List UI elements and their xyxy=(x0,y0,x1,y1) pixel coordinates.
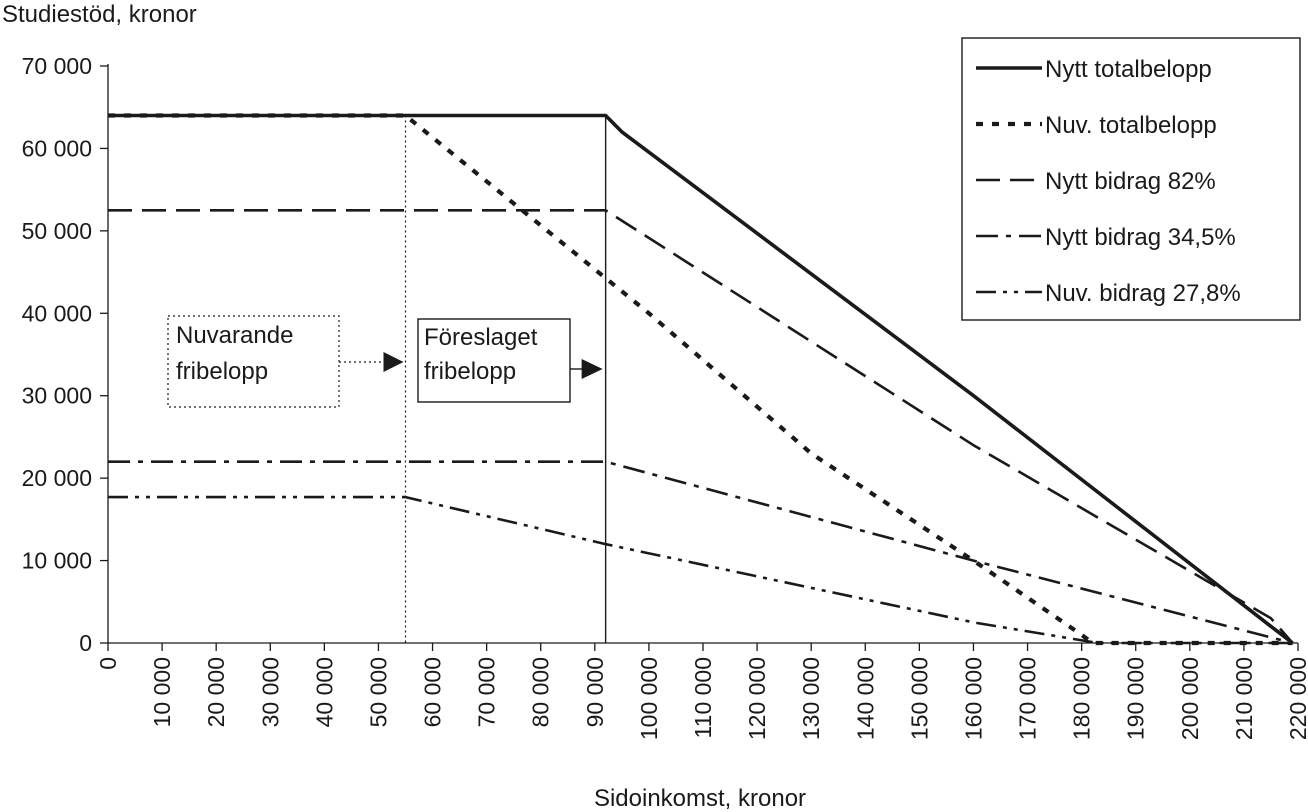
annotation-arrowhead xyxy=(383,352,404,372)
y-tick-label: 40 000 xyxy=(22,300,92,326)
series-line-5 xyxy=(108,495,1293,645)
x-tick-label: 220 000 xyxy=(1285,657,1308,740)
x-tick-label: 110 000 xyxy=(690,657,716,738)
x-tick-label: 120 000 xyxy=(744,657,770,740)
series-line-3 xyxy=(108,209,1294,644)
x-tick-label: 60 000 xyxy=(420,657,446,727)
y-tick-label: 10 000 xyxy=(22,548,92,574)
annotation-label: Föreslaget xyxy=(424,324,538,351)
y-tick-label: 60 000 xyxy=(22,135,92,161)
x-tick-label: 50 000 xyxy=(365,657,391,727)
x-tick-label: 180 000 xyxy=(1069,657,1095,740)
annotation-arrowhead xyxy=(581,359,603,379)
y-tick-label: 0 xyxy=(79,630,92,656)
annotation-box-foreslaget xyxy=(417,318,571,403)
x-axis-title: Sidoinkomst, kronor xyxy=(594,785,806,812)
legend-label-1: Nytt totalbelopp xyxy=(1045,56,1212,83)
x-tick-label: 200 000 xyxy=(1177,657,1203,740)
x-tick-label: 30 000 xyxy=(257,657,283,727)
y-tick-label: 30 000 xyxy=(22,383,92,409)
y-axis-title: Studiestöd, kronor xyxy=(2,1,197,28)
y-tick-label: 50 000 xyxy=(22,218,92,244)
x-tick-label: 150 000 xyxy=(906,657,932,740)
annotation-label: fribelopp xyxy=(424,358,516,385)
legend: Nytt totalbelopp Nuv. totalbelopp Nytt bid… xyxy=(961,37,1301,321)
x-tick-label: 140 000 xyxy=(852,657,878,740)
x-tick-label: 70 000 xyxy=(474,657,500,727)
x-tick-label: 80 000 xyxy=(528,657,554,727)
series-line-4 xyxy=(108,460,1293,645)
legend-label-5: Nuv. bidrag 27,8% xyxy=(1045,280,1241,307)
annotation-label: fribelopp xyxy=(176,358,268,385)
axes: 0 10 000 20 000 30 000 40 000 50 000 60 000 70 … xyxy=(22,53,1308,740)
x-tick-label: 160 000 xyxy=(960,657,986,740)
legend-box xyxy=(961,37,1301,321)
annotation-label: Nuvarande xyxy=(176,322,293,349)
series-line-1 xyxy=(108,113,1294,645)
x-tick-label: 210 000 xyxy=(1231,657,1257,740)
x-tick-label: 10 000 xyxy=(149,657,175,727)
x-tick-label: 190 000 xyxy=(1123,657,1149,740)
x-tick-label: 130 000 xyxy=(798,657,824,740)
x-tick-label: 170 000 xyxy=(1015,657,1041,740)
y-tick-label: 70 000 xyxy=(22,53,92,79)
reference-lines xyxy=(404,115,607,643)
x-tick-label: 0 xyxy=(95,657,121,670)
y-tick-label: 20 000 xyxy=(22,465,92,491)
x-tick-label: 20 000 xyxy=(203,657,229,727)
annotation-box-nuvarande xyxy=(167,315,340,408)
series-layer xyxy=(108,113,1294,646)
x-tick-label: 40 000 xyxy=(311,657,337,727)
x-tick-label: 90 000 xyxy=(582,657,608,727)
x-tick-label: 100 000 xyxy=(636,657,662,740)
legend-label-3: Nytt bidrag 82% xyxy=(1045,168,1216,195)
legend-label-2: Nuv. totalbelopp xyxy=(1045,112,1217,139)
legend-label-4: Nytt bidrag 34,5% xyxy=(1045,224,1236,251)
annotation-layer: Nuvarande fribelopp Föreslaget fribelopp xyxy=(167,315,603,408)
